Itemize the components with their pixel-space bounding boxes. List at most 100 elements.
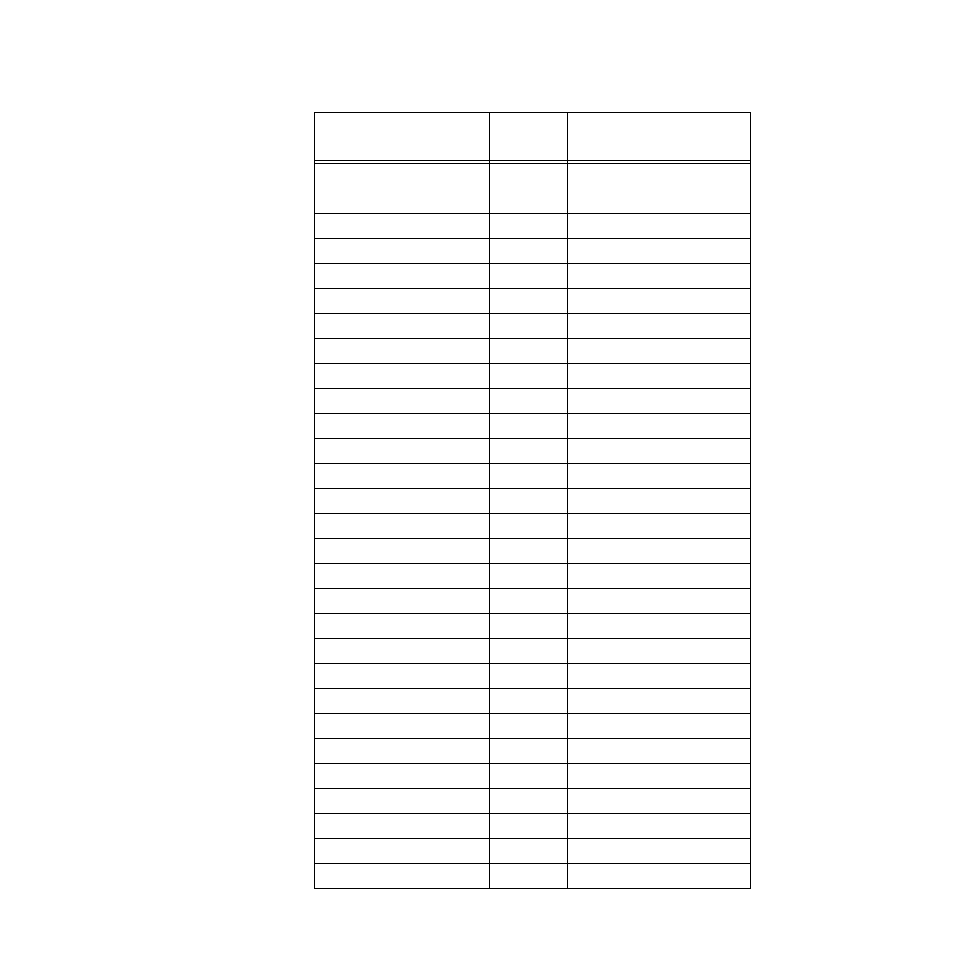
table-cell [568,414,751,439]
table-cell [568,314,751,339]
table-cell [568,364,751,389]
table-header-cell [315,113,490,161]
data-table [314,112,751,889]
table-cell [315,764,490,789]
table-header-row [315,113,751,161]
table-row [315,864,751,889]
table-cell [568,789,751,814]
table-cell [315,739,490,764]
table-row [315,814,751,839]
table-cell [568,589,751,614]
table-cell [490,339,568,364]
table-cell [315,714,490,739]
table-row [315,764,751,789]
table-header-cell [568,113,751,161]
table-cell [490,364,568,389]
table-cell [315,614,490,639]
table-cell [315,264,490,289]
table-cell [490,314,568,339]
table-cell [568,539,751,564]
table-cell [315,864,490,889]
table-cell [490,789,568,814]
table-cell [315,389,490,414]
table-cell [490,839,568,864]
table-cell [490,589,568,614]
table-row [315,639,751,664]
table-cell [490,639,568,664]
table-cell [568,389,751,414]
table-cell [490,764,568,789]
table-cell [490,214,568,239]
table-row [315,164,751,214]
table-cell [490,514,568,539]
table-row [315,339,751,364]
table-cell [490,239,568,264]
table-cell [490,864,568,889]
table-cell [315,664,490,689]
table-cell [568,614,751,639]
table-cell [568,339,751,364]
table-cell [568,689,751,714]
table-cell [490,389,568,414]
table-cell [568,839,751,864]
table-row [315,239,751,264]
table-row [315,389,751,414]
table-cell [315,789,490,814]
table-row [315,514,751,539]
table-cell [315,289,490,314]
table-cell [490,814,568,839]
table-row [315,739,751,764]
table-cell [568,864,751,889]
table-container [314,112,751,889]
table-cell [568,239,751,264]
table-row [315,539,751,564]
table-cell [490,264,568,289]
table-cell [490,414,568,439]
table-cell [315,339,490,364]
table-cell [490,489,568,514]
table-cell [490,739,568,764]
table-cell [315,514,490,539]
table-cell [315,814,490,839]
table-row [315,564,751,589]
table-cell [490,439,568,464]
table-cell [568,164,751,214]
table-cell [315,564,490,589]
table-cell [568,664,751,689]
table-cell [490,289,568,314]
table-row [315,314,751,339]
table-row [315,614,751,639]
table-cell [490,564,568,589]
table-cell [568,564,751,589]
table-cell [315,589,490,614]
table-cell [315,214,490,239]
table-row [315,489,751,514]
table-row [315,789,751,814]
table-row [315,464,751,489]
table-cell [568,289,751,314]
table-cell [315,439,490,464]
table-cell [315,239,490,264]
table-cell [315,414,490,439]
table-row [315,364,751,389]
table-row [315,714,751,739]
table-cell [568,639,751,664]
table-cell [490,689,568,714]
table-header-cell [490,113,568,161]
table-cell [490,539,568,564]
table-cell [315,539,490,564]
table-cell [568,264,751,289]
table-cell [568,764,751,789]
table-cell [568,439,751,464]
table-cell [315,464,490,489]
table-row [315,664,751,689]
table-cell [315,164,490,214]
table-row [315,289,751,314]
table-cell [568,214,751,239]
table-cell [568,739,751,764]
table-cell [568,464,751,489]
table-cell [568,814,751,839]
table-cell [315,839,490,864]
table-row [315,589,751,614]
table-cell [490,614,568,639]
